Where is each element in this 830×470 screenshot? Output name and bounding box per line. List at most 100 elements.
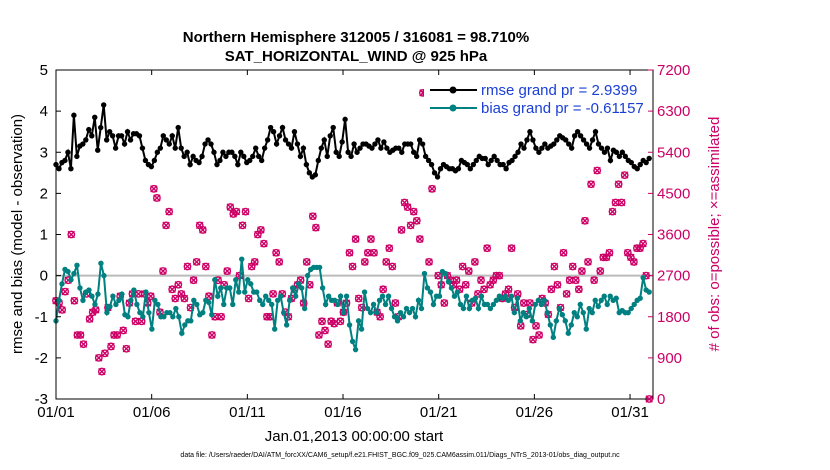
obs-assimilated-marker (465, 267, 473, 275)
obs-assimilated-marker (361, 258, 369, 266)
obs-point (596, 267, 605, 275)
obs-point (159, 267, 167, 275)
rmse-point (258, 157, 265, 164)
obs-possible-marker (532, 321, 540, 330)
bias-point (337, 293, 344, 299)
rmse-point (604, 145, 611, 151)
obs-point (180, 294, 189, 303)
bias-point (517, 318, 524, 324)
rmse-point (255, 153, 262, 160)
bias-point (430, 301, 437, 308)
obs-point (529, 335, 537, 344)
rmse-point (646, 155, 652, 162)
obs-possible-marker (553, 280, 562, 289)
obs-point (250, 258, 259, 266)
obs-point (61, 287, 70, 296)
obs-assimilated-marker (192, 258, 201, 266)
rmse-point (139, 145, 146, 151)
rmse-point (637, 161, 643, 168)
rmse-point (577, 133, 584, 139)
obs-assimilated-marker (480, 285, 488, 294)
bias-point (427, 289, 434, 295)
bias-point (556, 305, 562, 312)
obs-possible-marker (507, 244, 516, 253)
obs-assimilated-marker (318, 317, 326, 326)
bias-point (268, 301, 275, 308)
rmse-point (178, 145, 184, 151)
obs-point (269, 290, 277, 298)
left-y-tick-label: -3 (35, 391, 48, 408)
left-y-tick-label: -1 (35, 309, 48, 326)
obs-point (94, 353, 103, 362)
rmse-point (643, 159, 649, 166)
rmse-point (470, 161, 477, 168)
bias-point (505, 297, 512, 303)
obs-possible-marker (425, 258, 433, 266)
obs-assimilated-marker (202, 262, 210, 271)
bias-point (412, 314, 419, 320)
bias-point (125, 314, 131, 320)
rmse-point (261, 145, 268, 151)
bias-point (89, 293, 95, 299)
obs-assimilated-marker (330, 319, 338, 328)
obs-point (171, 294, 180, 303)
bias-point (116, 297, 122, 303)
obs-possible-marker (409, 207, 418, 216)
obs-assimilated-marker (526, 299, 534, 307)
rmse-point (351, 141, 357, 147)
obs-assimilated-marker (101, 349, 109, 358)
obs-possible-marker (107, 342, 115, 351)
obs-possible-marker (183, 262, 192, 271)
obs-possible-marker (547, 285, 556, 294)
bias-point (176, 314, 182, 320)
rmse-point (348, 153, 354, 160)
obs-possible-marker (122, 344, 131, 353)
obs-assimilated-marker (517, 322, 525, 330)
rmse-point (321, 137, 327, 143)
obs-possible-marker (76, 331, 85, 339)
obs-point (85, 315, 94, 323)
rmse-point (595, 141, 602, 147)
obs-point (58, 305, 67, 314)
bias-point (607, 293, 613, 299)
rmse-point (527, 128, 533, 135)
legend-bias-marker (449, 104, 457, 112)
obs-point (428, 184, 436, 193)
obs-point (223, 267, 232, 275)
bias-point (565, 330, 571, 336)
bias-point (59, 281, 65, 287)
rmse-point (279, 124, 286, 131)
bias-point (373, 309, 380, 316)
obs-possible-marker (162, 221, 170, 230)
bias-point (388, 305, 395, 312)
bias-point (200, 309, 206, 316)
bias-point (568, 322, 574, 328)
obs-assimilated-marker (183, 262, 192, 271)
obs-point (79, 340, 88, 349)
obs-possible-marker (376, 312, 385, 321)
obs-possible-marker (204, 292, 213, 301)
obs-assimilated-marker (70, 297, 79, 305)
rmse-point (214, 161, 220, 168)
rmse-point (267, 124, 274, 131)
obs-assimilated-marker (614, 180, 623, 188)
bias-point (403, 305, 410, 312)
obs-possible-marker (241, 207, 250, 216)
legend: rmse grand pr = 2.9399 bias grand pr = -… (424, 77, 646, 119)
rmse-point (375, 137, 381, 143)
obs-point (547, 285, 556, 294)
obs-assimilated-marker (535, 331, 543, 339)
obs-possible-marker (146, 292, 155, 301)
x-axis: 01/01 01/06 01/11 01/16 01/21 01/26 01/31 (37, 70, 649, 421)
bias-point (119, 291, 125, 297)
obs-point (217, 312, 226, 321)
obs-assimilated-marker (345, 249, 354, 257)
obs-point (480, 285, 488, 294)
bias-point (292, 293, 299, 299)
obs-assimilated-marker (321, 326, 329, 335)
rmse-point (190, 153, 196, 160)
bias-point (334, 301, 341, 308)
obs-possible-marker (639, 239, 647, 248)
rmse-point (247, 157, 253, 164)
bias-point (245, 277, 251, 283)
